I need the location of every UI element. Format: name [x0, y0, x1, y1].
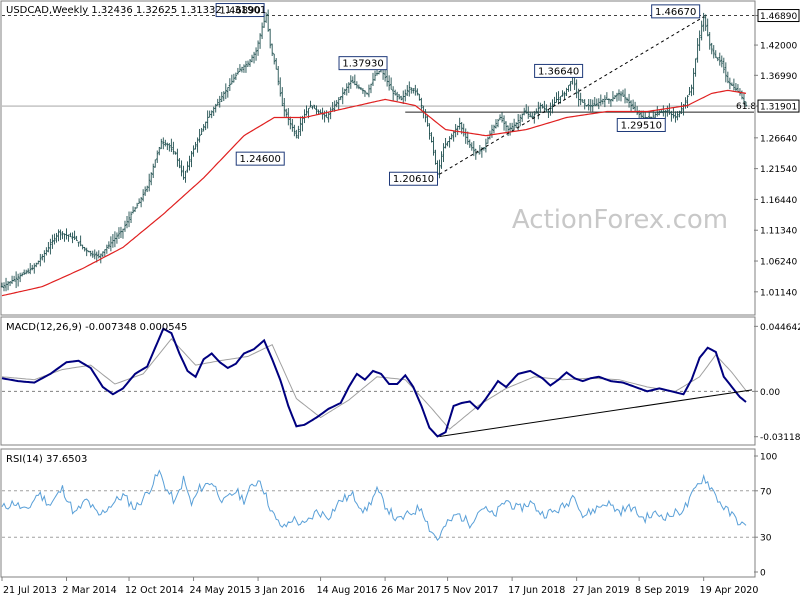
rsi-y-axis: 100 70 30 0 [754, 453, 777, 579]
rsi-y-label: 30 [760, 534, 772, 544]
x-tick-label: 3 Jan 2016 [254, 585, 305, 596]
price-y-label: 1.21540 [760, 165, 797, 175]
moving-average-line [1, 89, 747, 297]
price-annotation-label: 1.29510 [621, 120, 662, 131]
price-y-label: 1.31901 [760, 103, 797, 113]
x-tick-label: 2 Mar 2014 [63, 585, 117, 596]
rsi-y-label: 100 [760, 453, 777, 463]
macd-layer [1, 327, 753, 438]
macd-y-label: -0.031183 [760, 433, 800, 443]
rsi-header: RSI(14) 37.6503 [6, 454, 87, 465]
macd-y-label: 0.044642 [760, 323, 800, 333]
x-tick-label: 17 Jun 2018 [508, 585, 565, 596]
price-annotation-label: 1.24600 [240, 154, 281, 165]
price-annotation-box [388, 171, 438, 186]
rsi-y-label: 0 [760, 569, 766, 579]
price-panel-frame [0, 0, 756, 316]
x-tick-label: 19 Apr 2020 [700, 585, 759, 596]
macd-header: MACD(12,26,9) -0.007348 0.000545 [6, 322, 187, 333]
rsi-layer [1, 469, 747, 541]
x-tick-label: 21 Jul 2013 [3, 585, 57, 596]
price-y-axis: 1.46890 1.42000 1.36990 1.31901 1.26640 1.215… [754, 9, 800, 298]
x-tick-label: 8 Sep 2019 [635, 585, 689, 596]
macd-panel-frame [0, 316, 756, 446]
price-y-highlight-box [757, 9, 800, 23]
price-y-label: 1.42000 [760, 42, 797, 52]
macd-signal-line [1, 338, 747, 430]
x-axis: 21 Jul 2013 2 Mar 2014 12 Oct 2014 24 May 2… [1, 577, 759, 596]
price-annotation-label: 1.20610 [393, 174, 434, 185]
rsi-grid [2, 490, 754, 538]
price-annotation-label: 1.46890 [219, 6, 260, 17]
macd-trendline [439, 389, 753, 437]
x-tick-label: 12 Oct 2014 [125, 585, 184, 596]
x-tick-label: 24 May 2015 [190, 585, 252, 596]
price-y-label: 1.26640 [760, 134, 797, 144]
x-tick-label: 14 Aug 2016 [317, 585, 378, 596]
price-annotation-box [215, 3, 265, 18]
price-annotation-box [534, 63, 584, 78]
price-layer: 1.46890 1.37930 1.24600 1.20610 1.36640 1.466… [0, 3, 756, 297]
price-annotation-label: 1.37930 [342, 59, 383, 70]
watermark: ActionForex.com [512, 205, 728, 235]
price-y-highlight-box [757, 99, 800, 113]
macd-y-axis: 0.044642 0.00 -0.031183 [754, 323, 800, 443]
rsi-y-label: 70 [760, 487, 772, 497]
price-y-label: 1.01140 [760, 288, 797, 298]
rsi-panel-frame [0, 448, 756, 578]
macd-line [1, 327, 747, 438]
fib-label: 61.8 [736, 102, 756, 112]
x-tick-label: 26 Mar 2017 [381, 585, 441, 596]
price-annotation-label: 1.36640 [538, 66, 579, 77]
price-annotation-box [338, 56, 388, 71]
price-annotation-box [616, 117, 666, 132]
price-y-label: 1.11340 [760, 227, 797, 237]
rsi-line [1, 469, 747, 541]
price-y-label: 1.36990 [760, 72, 797, 82]
price-annotation-label: 1.46670 [655, 7, 696, 18]
macd-y-label: 0.00 [760, 388, 780, 398]
price-header: USDCAD,Weekly 1.32436 1.32625 1.31332 1.… [6, 5, 266, 16]
price-y-label: 1.46890 [760, 12, 797, 22]
x-tick-label: 5 Nov 2017 [444, 585, 499, 596]
price-y-label: 1.16440 [760, 196, 797, 206]
price-annotation-box [651, 4, 701, 19]
price-annotation-box [235, 151, 285, 166]
price-y-label: 1.06240 [760, 258, 797, 268]
x-tick-label: 27 Jan 2019 [573, 585, 630, 596]
